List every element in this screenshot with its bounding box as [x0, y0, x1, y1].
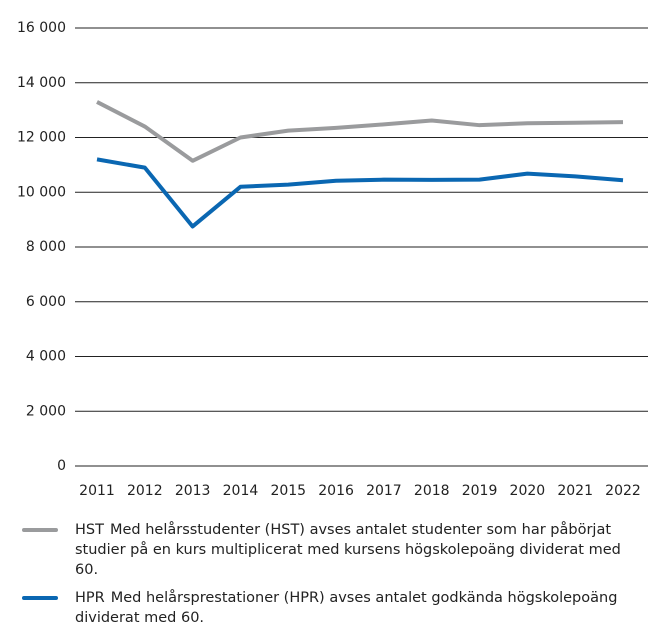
y-tick-label: 16 000	[17, 20, 66, 36]
legend-name: HPR	[75, 590, 105, 606]
legend-swatch	[22, 528, 58, 532]
x-tick-label: 2012	[127, 483, 163, 499]
x-tick-label: 2021	[557, 483, 593, 499]
legend: HST Med helårsstudenter (HST) avses antal…	[0, 520, 648, 636]
x-tick-label: 2019	[462, 483, 498, 499]
legend-name: HST	[75, 522, 104, 538]
series-line	[96, 157, 624, 229]
y-tick-label: 8 000	[26, 239, 66, 255]
chart: 0 2 000 4 000 6 000 8 000 10 000 12 000 14 000 1…	[17, 20, 648, 499]
x-tick-label: 2016	[318, 483, 354, 499]
legend-description: Med helårsstudenter (HST) avses antalet …	[75, 522, 621, 578]
x-tick-label: 2017	[366, 483, 402, 499]
y-tick-label: 0	[57, 458, 66, 474]
x-tick-label: 2018	[414, 483, 450, 499]
y-tick-label: 12 000	[17, 130, 66, 146]
y-tick-label: 14 000	[17, 75, 66, 91]
legend-item: HST Med helårsstudenter (HST) avses antal…	[0, 520, 640, 580]
x-tick-label: 2011	[79, 483, 115, 499]
series-line	[96, 100, 624, 163]
legend-item: HPR Med helårsprestationer (HPR) avses an…	[0, 588, 640, 628]
x-tick-label: 2022	[605, 483, 641, 499]
legend-swatch	[22, 596, 58, 600]
y-tick-label: 6 000	[26, 294, 66, 310]
x-tick-label: 2014	[223, 483, 259, 499]
legend-description: Med helårsprestationer (HPR) avses antal…	[75, 590, 618, 626]
y-tick-label: 10 000	[17, 184, 66, 200]
y-tick-label: 4 000	[26, 349, 66, 365]
x-tick-label: 2013	[175, 483, 211, 499]
x-tick-label: 2020	[510, 483, 546, 499]
y-tick-label: 2 000	[26, 403, 66, 419]
x-tick-label: 2015	[270, 483, 306, 499]
